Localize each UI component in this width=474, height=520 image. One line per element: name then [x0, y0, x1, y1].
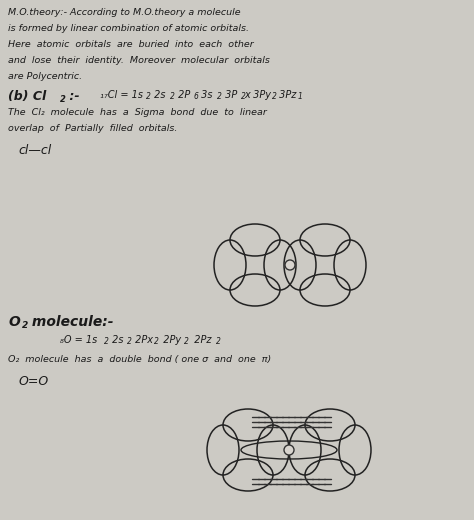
- Text: 6: 6: [194, 92, 199, 101]
- Text: ₈O = 1s: ₈O = 1s: [60, 335, 97, 345]
- Text: 2: 2: [154, 337, 159, 346]
- Text: is formed by linear combination of atomic orbitals.: is formed by linear combination of atomi…: [8, 24, 249, 33]
- Text: O=O: O=O: [18, 375, 48, 388]
- Text: 3Pz: 3Pz: [276, 90, 296, 100]
- Text: 3s: 3s: [198, 90, 212, 100]
- Text: (b) Cl: (b) Cl: [8, 90, 46, 103]
- Text: The  Cl₂  molecule  has  a  Sigma  bond  due  to  linear: The Cl₂ molecule has a Sigma bond due to…: [8, 108, 267, 117]
- Text: :-: :-: [65, 90, 80, 103]
- Text: O₂  molecule  has  a  double  bond ( one σ  and  one  π): O₂ molecule has a double bond ( one σ an…: [8, 355, 271, 364]
- Text: M.O.theory:- According to M.O.theory a molecule: M.O.theory:- According to M.O.theory a m…: [8, 8, 241, 17]
- Text: 2s: 2s: [109, 335, 124, 345]
- Text: 2: 2: [104, 337, 109, 346]
- Text: molecule:-: molecule:-: [27, 315, 113, 329]
- Text: 2: 2: [60, 95, 66, 104]
- Text: 2: 2: [184, 337, 189, 346]
- Text: 2Pz: 2Pz: [188, 335, 211, 345]
- Text: 2: 2: [241, 92, 246, 101]
- Text: 1: 1: [298, 92, 303, 101]
- Text: x: x: [244, 90, 250, 100]
- Text: ₁₇Cl = 1s: ₁₇Cl = 1s: [100, 90, 143, 100]
- Text: 2s: 2s: [151, 90, 165, 100]
- Text: 2Py: 2Py: [157, 335, 181, 345]
- Text: cl—cl: cl—cl: [18, 144, 51, 157]
- Text: 2: 2: [272, 92, 277, 101]
- Text: Here  atomic  orbitals  are  buried  into  each  other: Here atomic orbitals are buried into eac…: [8, 40, 254, 49]
- Text: and  lose  their  identity.  Moreover  molecular  orbitals: and lose their identity. Moreover molecu…: [8, 56, 270, 65]
- Text: 2: 2: [22, 321, 28, 330]
- Text: 2Px: 2Px: [132, 335, 153, 345]
- Circle shape: [284, 445, 294, 455]
- Text: 3Py: 3Py: [250, 90, 271, 100]
- Text: 2P: 2P: [175, 90, 190, 100]
- Circle shape: [285, 260, 295, 270]
- Text: O: O: [8, 315, 20, 329]
- Text: 2: 2: [216, 337, 221, 346]
- Text: 2: 2: [217, 92, 222, 101]
- Text: overlap  of  Partially  filled  orbitals.: overlap of Partially filled orbitals.: [8, 124, 177, 133]
- Text: 2: 2: [127, 337, 132, 346]
- Text: are Polycentric.: are Polycentric.: [8, 72, 82, 81]
- Text: 2: 2: [170, 92, 175, 101]
- Text: 2: 2: [146, 92, 151, 101]
- Text: 3P: 3P: [222, 90, 237, 100]
